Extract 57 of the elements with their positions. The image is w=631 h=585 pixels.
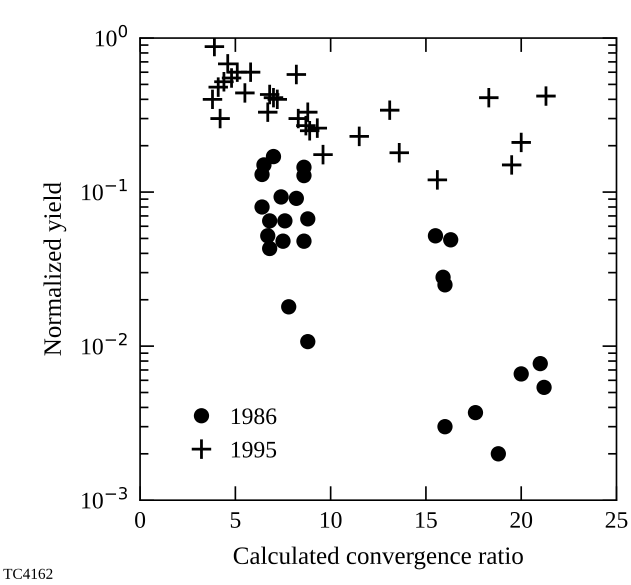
- point: [500, 154, 523, 176]
- point: [262, 213, 278, 229]
- point: [437, 419, 453, 434]
- point: [306, 117, 328, 140]
- point: [428, 228, 444, 244]
- x-tick-label: 0: [135, 512, 146, 528]
- point: [262, 240, 278, 256]
- point: [532, 356, 548, 372]
- point: [426, 168, 448, 191]
- point: [510, 131, 532, 154]
- point: [285, 63, 308, 86]
- text: TC4162: [3, 568, 52, 579]
- y-tick-label: 10$^{0}$: [96, 24, 128, 46]
- point: [256, 157, 272, 173]
- point: [296, 234, 312, 249]
- point: [443, 232, 458, 248]
- x-tick-label: 10: [320, 512, 342, 528]
- point: [294, 114, 317, 137]
- point: [378, 99, 401, 122]
- point: [277, 213, 293, 229]
- point: [348, 125, 370, 148]
- point: [490, 446, 506, 462]
- point: [239, 61, 262, 84]
- point: [258, 83, 281, 106]
- y-tick-label: 10$^{−2}$: [82, 332, 127, 355]
- point: [203, 38, 226, 58]
- point: [275, 234, 291, 249]
- point: [260, 228, 276, 244]
- point: [209, 107, 232, 130]
- point: [514, 366, 529, 382]
- point: [273, 189, 289, 205]
- y-axis-title: Normalized yield: [43, 182, 66, 356]
- x-axis-title: Calculated convergence ratio: [234, 546, 523, 570]
- point: [234, 82, 256, 104]
- point: [288, 190, 304, 206]
- point: [468, 405, 484, 420]
- x-tick-label: 5: [230, 512, 240, 528]
- point: [281, 299, 296, 314]
- point: [437, 277, 453, 292]
- legend-label: 1986: [232, 408, 276, 424]
- point: [388, 142, 410, 164]
- point: [254, 199, 270, 215]
- point: [300, 211, 316, 227]
- point: [298, 120, 321, 142]
- point: [266, 148, 282, 164]
- point: [262, 86, 285, 109]
- x-tick-label: 25: [606, 512, 628, 528]
- legend-label: 1995: [232, 442, 276, 458]
- point: [312, 144, 334, 166]
- point: [300, 334, 316, 350]
- x-tick-label: 15: [416, 512, 437, 528]
- x-tick-label: 20: [510, 512, 532, 528]
- y-tick-label: 10$^{−1}$: [82, 179, 127, 200]
- point: [534, 84, 558, 108]
- y-tick-label: 10$^{−3}$: [82, 487, 127, 509]
- point: [536, 380, 552, 395]
- point: [478, 86, 500, 109]
